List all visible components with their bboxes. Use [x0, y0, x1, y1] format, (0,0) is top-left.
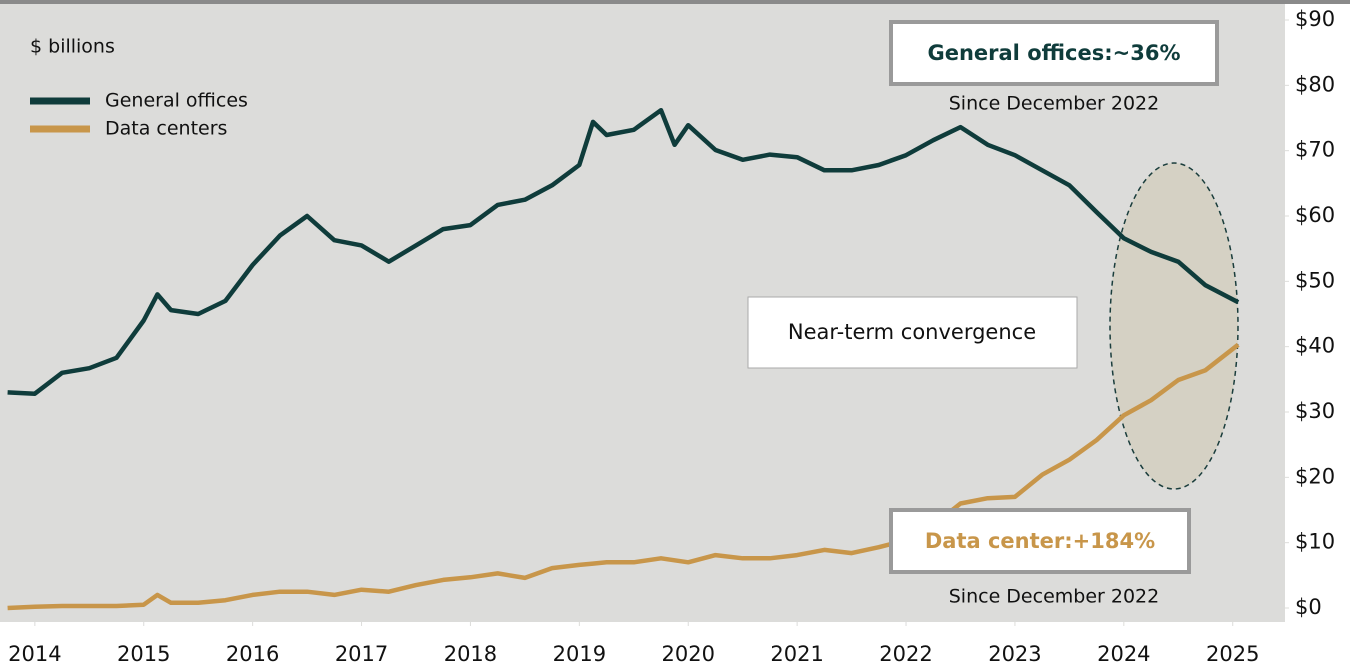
series-line [7, 107, 1240, 396]
x-tick-label: 2017 [335, 642, 388, 666]
convergence-ellipse [1109, 162, 1239, 490]
x-tick-label: 2018 [444, 642, 497, 666]
dc-box [889, 508, 1191, 574]
x-tick-label: 2016 [226, 642, 279, 666]
y-tick-label: $40 [1295, 334, 1335, 358]
y-axis-label: $ billions [30, 36, 115, 58]
convergence-box [747, 296, 1078, 369]
offices-box [889, 20, 1219, 86]
offices-change: General offices:~36% [927, 41, 1180, 65]
top-rule [0, 0, 1350, 4]
y-tick-label: $50 [1295, 268, 1335, 292]
x-tick-label: 2025 [1206, 642, 1259, 666]
legend-label: Data centers [105, 118, 227, 140]
series-line [7, 342, 1240, 611]
x-tick-label: 2020 [662, 642, 715, 666]
x-tick-label: 2015 [117, 642, 170, 666]
y-tick-label: $0 [1295, 595, 1322, 619]
y-tick-label: $10 [1295, 530, 1335, 554]
x-tick-label: 2023 [988, 642, 1041, 666]
legend-label: General offices [105, 90, 248, 112]
x-tick-label: 2022 [879, 642, 932, 666]
y-tick-label: $20 [1295, 464, 1335, 488]
x-tick-label: 2019 [553, 642, 606, 666]
y-tick-label: $80 [1295, 72, 1335, 96]
y-tick-label: $60 [1295, 203, 1335, 227]
x-tick-label: 2024 [1097, 642, 1150, 666]
convergence-label: Near-term convergence [788, 320, 1036, 344]
y-tick-label: $30 [1295, 399, 1335, 423]
dc-change: Data center:+184% [925, 529, 1155, 553]
dc-since: Since December 2022 [949, 586, 1159, 608]
offices-since: Since December 2022 [949, 93, 1159, 115]
x-tick-label: 2014 [8, 642, 61, 666]
y-tick-label: $90 [1295, 7, 1335, 31]
y-tick-label: $70 [1295, 138, 1335, 162]
x-tick-label: 2021 [770, 642, 823, 666]
